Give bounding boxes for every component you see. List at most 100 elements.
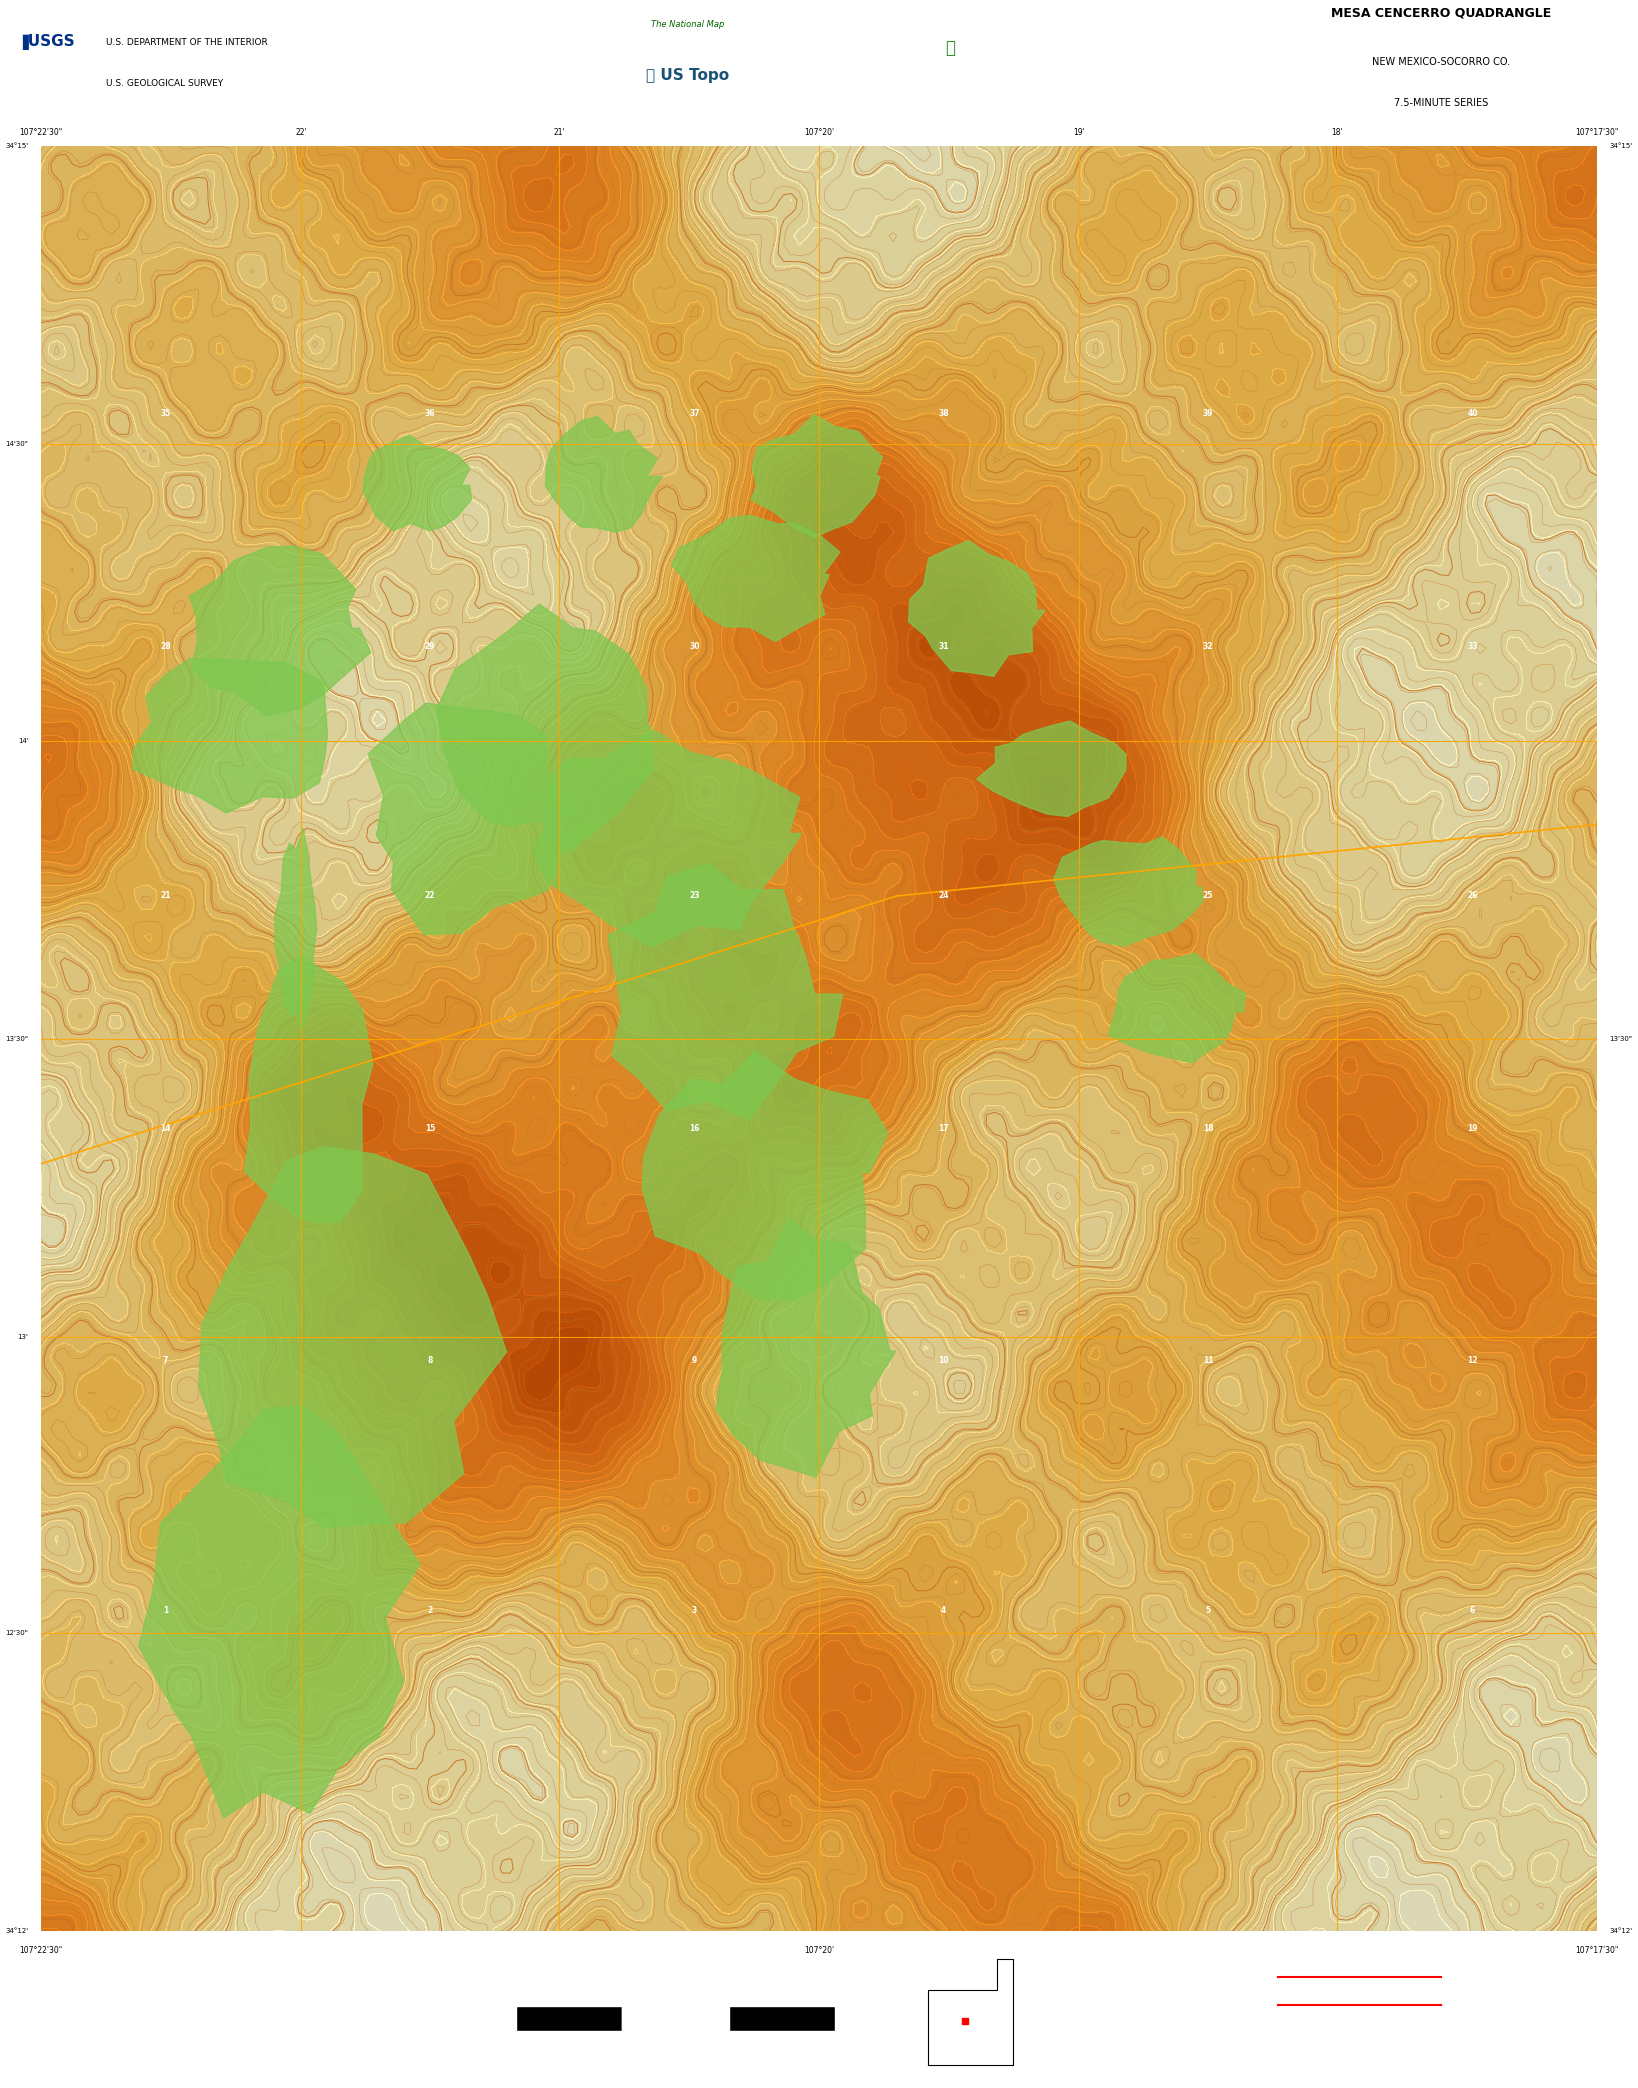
Text: 107°17'30": 107°17'30" — [1576, 1946, 1618, 1954]
Text: Primary Hwy: Primary Hwy — [1114, 1967, 1158, 1973]
Text: 29: 29 — [424, 641, 436, 651]
Text: (pink), Zone 12S (gray): (pink), Zone 12S (gray) — [16, 2071, 90, 2075]
Text: Secondary Hwy: Secondary Hwy — [1114, 1996, 1168, 2000]
Polygon shape — [976, 720, 1125, 816]
Bar — [729, 2007, 835, 2032]
Polygon shape — [198, 1146, 508, 1528]
Text: World Geodetic System of 1984 (WGS84). The horizontal: World Geodetic System of 1984 (WGS84). T… — [16, 1977, 195, 1984]
Polygon shape — [275, 829, 318, 1029]
Polygon shape — [369, 704, 575, 935]
Polygon shape — [672, 516, 840, 641]
Text: 107°20': 107°20' — [804, 1946, 834, 1954]
Text: 18: 18 — [1202, 1123, 1214, 1132]
Text: 25: 25 — [1202, 892, 1214, 900]
Text: 2: 2 — [619, 1992, 626, 2000]
Text: 37: 37 — [690, 409, 699, 418]
Text: 14'30": 14'30" — [5, 441, 28, 447]
Text: 39: 39 — [1202, 409, 1214, 418]
Text: 0: 0 — [406, 1992, 413, 2000]
Text: 18': 18' — [1332, 127, 1343, 138]
Polygon shape — [716, 1217, 896, 1476]
Text: The National Map: The National Map — [652, 21, 724, 29]
Text: 21': 21' — [554, 127, 565, 138]
Text: 22: 22 — [424, 892, 436, 900]
Text: 34°15': 34°15' — [5, 144, 28, 148]
Text: 🌲: 🌲 — [945, 38, 955, 56]
Text: NEW MEXICO-SOCORRO CO.: NEW MEXICO-SOCORRO CO. — [1373, 56, 1510, 67]
Text: KILOMETERS: KILOMETERS — [598, 2053, 647, 2061]
Text: U.S. GEOLOGICAL SURVEY: U.S. GEOLOGICAL SURVEY — [106, 79, 224, 88]
Text: 4: 4 — [940, 1606, 947, 1614]
Text: SCALE 1:24 000: SCALE 1:24 000 — [573, 1956, 672, 1967]
Text: 10: 10 — [939, 1355, 948, 1366]
Text: 107°17'30": 107°17'30" — [1576, 127, 1618, 138]
Polygon shape — [1109, 954, 1247, 1063]
Text: 12'30": 12'30" — [5, 1631, 28, 1637]
Text: 24: 24 — [939, 892, 948, 900]
Text: 12: 12 — [1468, 1355, 1477, 1366]
Text: 34°15': 34°15' — [1610, 144, 1633, 148]
Text: North American Datum of 1983 (NAD83): North American Datum of 1983 (NAD83) — [16, 1961, 144, 1965]
Text: 14': 14' — [18, 737, 28, 743]
Text: 26: 26 — [1468, 892, 1477, 900]
Polygon shape — [139, 1405, 421, 1819]
Polygon shape — [133, 658, 328, 812]
Text: 4WD: 4WD — [1114, 2050, 1130, 2057]
Polygon shape — [364, 434, 472, 530]
Text: 7: 7 — [162, 1355, 169, 1366]
Polygon shape — [244, 956, 373, 1224]
Text: 7.5-MINUTE SERIES: 7.5-MINUTE SERIES — [1394, 98, 1489, 109]
Text: 9: 9 — [691, 1355, 698, 1366]
Text: 28: 28 — [161, 641, 170, 651]
Text: 30: 30 — [690, 641, 699, 651]
Text: 19': 19' — [1073, 127, 1084, 138]
Text: Produced by the United States Geological Survey: Produced by the United States Geological… — [16, 1942, 172, 1946]
Text: datum used on this map is NAD83.: datum used on this map is NAD83. — [16, 1996, 126, 2002]
Text: 13'30": 13'30" — [1610, 1036, 1633, 1042]
Bar — [410, 2007, 516, 2032]
Text: 22': 22' — [295, 127, 306, 138]
Text: 3: 3 — [691, 1606, 698, 1614]
Text: 13': 13' — [18, 1334, 28, 1340]
Text: 38: 38 — [939, 409, 948, 418]
Text: 33: 33 — [1468, 641, 1477, 651]
Text: 21: 21 — [161, 892, 170, 900]
Text: 107°20': 107°20' — [804, 127, 834, 138]
Bar — [622, 2007, 729, 2032]
Text: ROAD CLASSIFICATION: ROAD CLASSIFICATION — [1114, 1942, 1219, 1950]
Text: MESA CENCERRO QUADRANGLE: MESA CENCERRO QUADRANGLE — [1332, 6, 1551, 19]
Polygon shape — [437, 603, 654, 854]
Text: 6: 6 — [1469, 1606, 1476, 1614]
Polygon shape — [909, 541, 1045, 677]
Text: 16: 16 — [690, 1123, 699, 1132]
Text: 17: 17 — [939, 1123, 948, 1132]
Text: 5: 5 — [1206, 1606, 1210, 1614]
Text: 11: 11 — [1202, 1355, 1214, 1366]
Text: ▐USGS: ▐USGS — [16, 33, 75, 50]
Polygon shape — [608, 864, 842, 1119]
Text: 34°12': 34°12' — [5, 1929, 28, 1933]
Text: 32: 32 — [1202, 641, 1214, 651]
Polygon shape — [642, 1050, 888, 1301]
Text: 1: 1 — [513, 1992, 519, 2000]
Polygon shape — [750, 416, 883, 537]
Polygon shape — [1053, 837, 1202, 946]
Text: 35: 35 — [161, 409, 170, 418]
Polygon shape — [534, 731, 801, 948]
Text: 1: 1 — [162, 1606, 169, 1614]
Polygon shape — [545, 416, 662, 532]
Text: 34°12': 34°12' — [1610, 1929, 1633, 1933]
Text: 36: 36 — [424, 409, 436, 418]
Text: Local Road: Local Road — [1114, 2023, 1152, 2030]
Text: 107°22'30": 107°22'30" — [20, 1946, 62, 1954]
Bar — [516, 2007, 622, 2032]
Text: 107°22'30": 107°22'30" — [20, 127, 62, 138]
Text: Mercator Zone 13S: Mercator Zone 13S — [16, 2034, 77, 2038]
Text: 13'30": 13'30" — [5, 1036, 28, 1042]
Polygon shape — [190, 545, 372, 716]
Text: 31: 31 — [939, 641, 948, 651]
Text: 14: 14 — [161, 1123, 170, 1132]
Text: 4: 4 — [832, 1992, 839, 2000]
Text: 19: 19 — [1468, 1123, 1477, 1132]
Text: 🌐 US Topo: 🌐 US Topo — [647, 67, 729, 84]
